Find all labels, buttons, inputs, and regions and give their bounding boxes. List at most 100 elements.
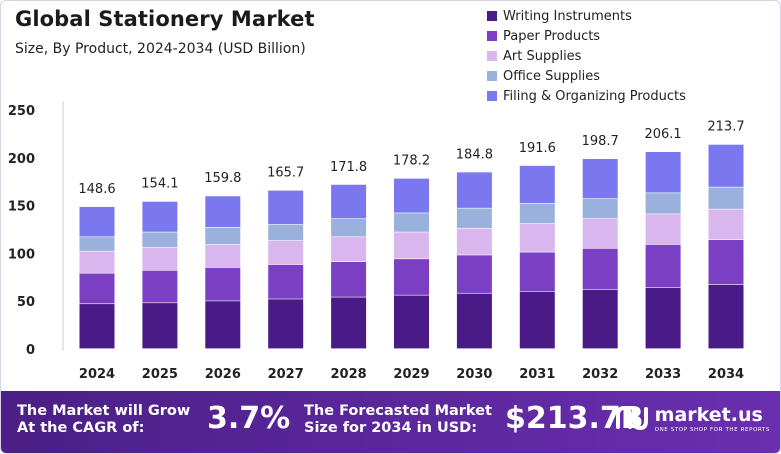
- y-tick-label: 50: [17, 295, 35, 310]
- bar-segment: [708, 209, 744, 240]
- x-tick-label: 2033: [645, 367, 681, 382]
- bar-segment: [519, 203, 555, 224]
- chart-subtitle: Size, By Product, 2024-2034 (USD Billion…: [15, 41, 306, 57]
- x-tick-label: 2032: [582, 367, 618, 382]
- bar-segment: [205, 244, 241, 268]
- bar-segment: [79, 206, 115, 237]
- bar-segment: [79, 304, 115, 349]
- x-tick-label: 2030: [456, 367, 492, 382]
- bar-segment: [268, 264, 304, 299]
- bar-segment: [142, 201, 178, 232]
- forecast-label-line-2: Size for 2034 in USD:: [304, 420, 478, 436]
- bar-segment: [708, 144, 744, 187]
- bar-segment: [456, 255, 492, 293]
- market-us-logo-icon: [615, 405, 648, 431]
- x-tick-label: 2024: [79, 367, 115, 382]
- y-tick-label: 150: [8, 200, 35, 215]
- chart-legend: Writing Instruments Paper Products Art Sup…: [487, 6, 686, 106]
- bar-segment: [331, 184, 367, 219]
- bar-segment: [645, 193, 681, 214]
- bar-total-label: 191.6: [519, 141, 556, 156]
- bar-segment: [645, 244, 681, 288]
- brand-logo: market.us ONE STOP SHOP FOR THE REPORTS: [615, 403, 770, 433]
- bar-segment: [394, 295, 429, 349]
- bar-segment: [456, 208, 492, 228]
- forecast-label-line-1: The Forecasted Market: [304, 403, 492, 419]
- bar-segment: [582, 159, 618, 199]
- legend-label: Paper Products: [503, 28, 601, 44]
- bar-segment: [708, 187, 744, 209]
- bar-segment: [456, 293, 492, 349]
- cagr-label-line-2: At the CAGR of:: [17, 420, 145, 436]
- bar-segment: [205, 196, 241, 227]
- x-tick-label: 2026: [205, 367, 241, 382]
- bar-segment: [394, 232, 429, 259]
- bar-segment: [142, 303, 178, 349]
- bar-total-label: 148.6: [78, 182, 115, 197]
- legend-label: Writing Instruments: [503, 8, 632, 24]
- bar-segment: [394, 178, 429, 213]
- bar-total-label: 184.8: [456, 147, 493, 162]
- brand-name: market.us: [654, 403, 763, 426]
- legend-label: Office Supplies: [503, 68, 601, 84]
- bar-segment: [519, 165, 555, 204]
- legend-swatch: [487, 11, 497, 21]
- legend-swatch: [487, 71, 497, 81]
- bar-segment: [331, 237, 367, 262]
- bar-segment: [645, 214, 681, 245]
- bar-total-label: 154.1: [141, 177, 178, 192]
- legend-swatch: [487, 31, 497, 41]
- bar-segment: [205, 301, 241, 349]
- legend-swatch: [487, 51, 497, 61]
- bar-segment: [519, 223, 555, 252]
- cagr-label-line-1: The Market will Grow: [17, 403, 191, 419]
- legend-label: Art Supplies: [503, 48, 582, 64]
- x-tick-label: 2027: [268, 367, 304, 382]
- forecast-label: The Forecasted Market Size for 2034 in U…: [304, 403, 492, 437]
- x-tick-label: 2025: [142, 367, 178, 382]
- legend-item: Art Supplies: [487, 46, 686, 66]
- x-tick-label: 2031: [519, 367, 555, 382]
- bar-segment: [79, 273, 115, 304]
- x-tick-label: 2028: [331, 367, 367, 382]
- bar-segment: [142, 247, 178, 271]
- bar-segment: [582, 289, 618, 349]
- cagr-value: 3.7%: [207, 401, 291, 436]
- bar-segment: [268, 224, 304, 241]
- bar-segment: [645, 151, 681, 193]
- legend-item: Paper Products: [487, 26, 686, 46]
- bar-segment: [708, 284, 744, 349]
- bar-total-label: 206.1: [644, 127, 681, 142]
- bar-segment: [645, 287, 681, 349]
- bar-segment: [582, 218, 618, 249]
- bar-segment: [205, 227, 241, 245]
- bar-segment: [268, 299, 304, 349]
- bar-segment: [142, 270, 178, 303]
- legend-swatch: [487, 91, 497, 101]
- bar-total-label: 213.7: [707, 120, 744, 135]
- brand-tagline: ONE STOP SHOP FOR THE REPORTS: [654, 426, 770, 433]
- bar-segment: [331, 218, 367, 237]
- bar-total-label: 159.8: [204, 171, 241, 186]
- y-tick-label: 100: [8, 247, 35, 262]
- bar-segment: [142, 232, 178, 248]
- legend-item: Filing & Organizing Products: [487, 86, 686, 106]
- summary-banner: The Market will Grow At the CAGR of: 3.7…: [1, 391, 780, 453]
- legend-item: Writing Instruments: [487, 6, 686, 26]
- bar-segment: [456, 172, 492, 208]
- x-tick-label: 2034: [708, 367, 744, 382]
- bar-segment: [268, 190, 304, 225]
- bar-segment: [456, 228, 492, 255]
- y-tick-label: 0: [26, 343, 35, 358]
- cagr-label: The Market will Grow At the CAGR of:: [17, 403, 190, 437]
- bar-segment: [79, 237, 115, 251]
- bar-segment: [268, 240, 304, 265]
- bar-total-label: 178.2: [393, 154, 430, 169]
- y-tick-label: 200: [8, 152, 35, 167]
- legend-label: Filing & Organizing Products: [503, 88, 686, 104]
- bar-segment: [582, 198, 618, 219]
- stacked-bar-chart: 0 50 100 150 200 250 148.6 2024 154.1 2025 159.8 20…: [8, 101, 745, 382]
- bar-segment: [519, 252, 555, 292]
- bar-total-label: 198.7: [582, 134, 619, 149]
